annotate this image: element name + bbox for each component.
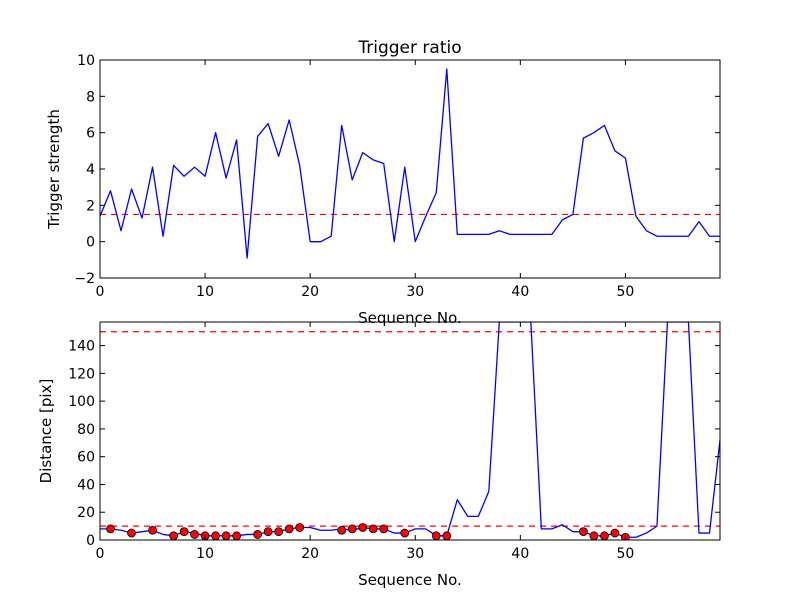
y-tick-label: 10 — [77, 53, 95, 69]
x-tick-label: 10 — [196, 546, 214, 562]
y-axis-label: Distance [pix] — [37, 379, 55, 484]
y-tick-label: 4 — [86, 162, 95, 178]
x-tick-label: 0 — [96, 546, 105, 562]
x-tick-label: 50 — [617, 546, 635, 562]
data-point — [368, 524, 378, 534]
y-tick-label: 80 — [77, 422, 95, 438]
y-axis-label: Trigger strength — [45, 109, 63, 230]
x-tick-label: 30 — [406, 546, 424, 562]
data-point — [284, 524, 294, 534]
y-tick-label: 40 — [77, 477, 95, 493]
y-tick-label: 6 — [86, 126, 95, 142]
data-point — [610, 528, 620, 538]
data-point — [179, 527, 189, 537]
data-point — [274, 527, 284, 537]
y-tick-label: 2 — [86, 198, 95, 214]
y-tick-label: 8 — [86, 89, 95, 105]
data-point — [221, 531, 231, 540]
data-point — [127, 528, 136, 538]
y-tick-label: −2 — [74, 271, 95, 287]
x-tick-label: 10 — [196, 284, 214, 300]
plot-area — [100, 68, 720, 259]
data-point — [400, 528, 410, 538]
y-tick-label: 20 — [77, 505, 95, 521]
x-tick-label: 0 — [96, 284, 105, 300]
data-point — [347, 524, 357, 534]
data-point — [211, 531, 220, 540]
y-tick-label: 0 — [86, 533, 95, 549]
data-point — [442, 531, 452, 540]
distance-panel: Distance [pix] Sequence No. 0 10 20 30 40 50 0… — [37, 321, 721, 589]
x-tick-label: 20 — [301, 284, 319, 300]
y-tick-label: 0 — [86, 235, 95, 251]
x-tick-label: 20 — [301, 546, 319, 562]
data-point — [169, 531, 178, 540]
data-point — [337, 525, 347, 535]
data-point — [148, 525, 157, 535]
data-point — [578, 527, 588, 537]
data-point — [589, 531, 599, 540]
data-point — [358, 523, 368, 532]
data-point — [253, 530, 263, 539]
y-tick-label: 60 — [77, 450, 95, 466]
x-axis-label: Sequence No. — [358, 571, 462, 589]
data-point — [431, 531, 441, 540]
axes-frame — [99, 321, 721, 541]
x-tick-label: 50 — [617, 284, 635, 300]
y-tick-label: 100 — [68, 394, 95, 410]
x-tick-label: 40 — [511, 546, 529, 562]
data-point — [263, 527, 273, 537]
series-line — [100, 68, 720, 259]
data-point — [232, 531, 242, 540]
data-point — [106, 524, 115, 534]
data-point — [379, 524, 389, 534]
x-axis-label: Sequence No. — [358, 309, 462, 327]
data-point — [600, 531, 609, 540]
data-point — [190, 530, 199, 539]
x-tick-label: 30 — [406, 284, 424, 300]
y-tick-label: 140 — [68, 339, 95, 355]
chart-title: Trigger ratio — [357, 38, 461, 58]
data-point — [295, 523, 305, 532]
y-tick-label: 120 — [68, 366, 95, 382]
x-tick-label: 40 — [511, 284, 529, 300]
